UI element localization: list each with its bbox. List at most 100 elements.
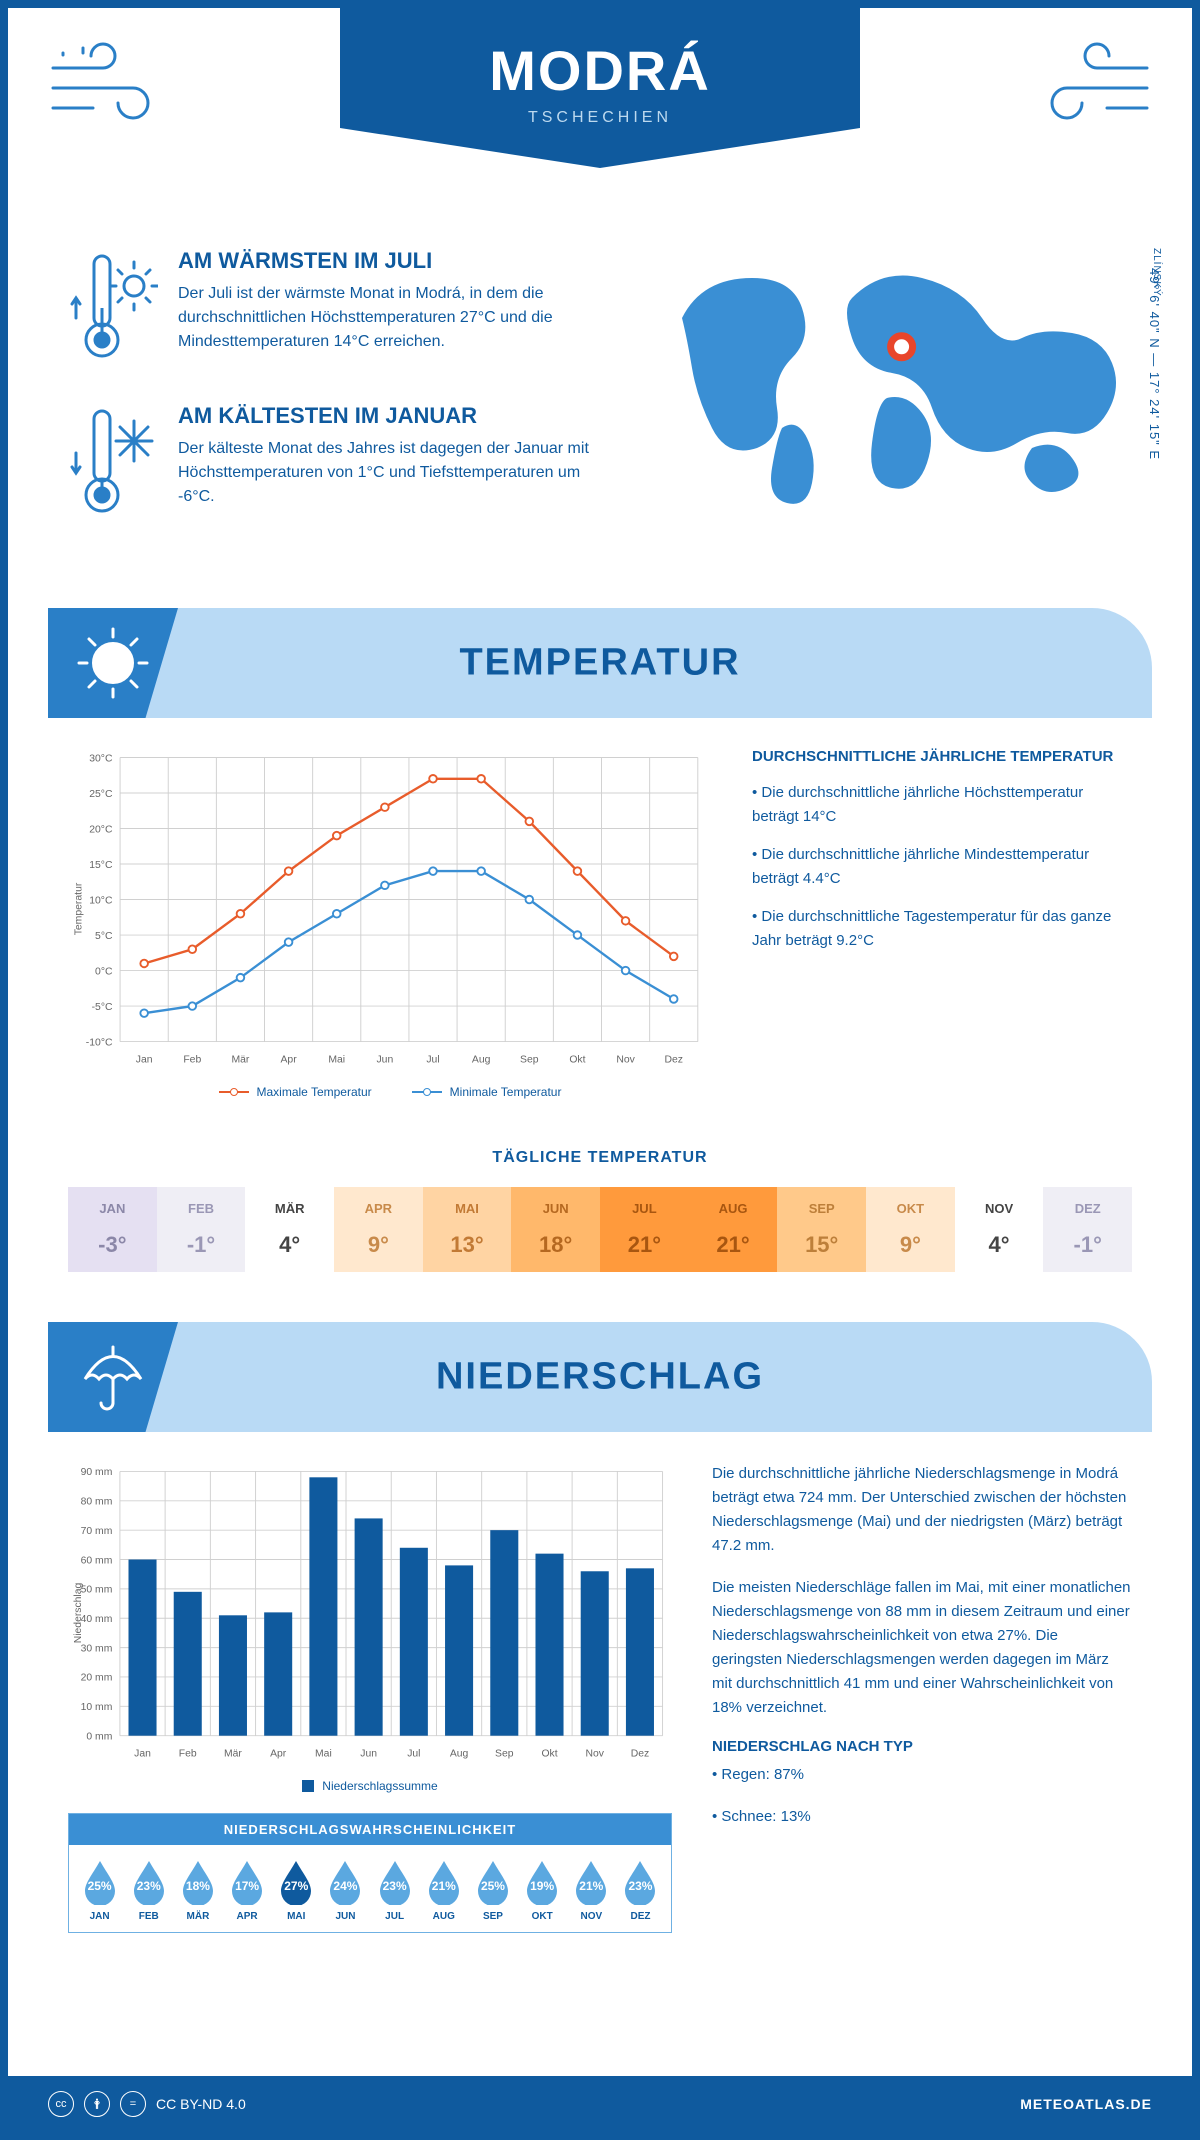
svg-text:25°C: 25°C <box>89 789 113 800</box>
probability-cell: 21% AUG <box>421 1859 466 1922</box>
probability-value: 23% <box>383 1879 407 1893</box>
daily-cell: MÄR4° <box>245 1187 334 1272</box>
intro-text-col: AM WÄRMSTEN IM JULI Der Juli ist der wär… <box>68 248 612 558</box>
coldest-text: AM KÄLTESTEN IM JANUAR Der kälteste Mona… <box>178 403 612 528</box>
city-title: MODRÁ <box>340 38 860 103</box>
by-icon: 🛉 <box>84 2091 110 2117</box>
svg-text:Nov: Nov <box>586 1748 605 1759</box>
header: MODRÁ TSCHECHIEN <box>8 8 1192 208</box>
probability-month: MÄR <box>175 1911 220 1922</box>
cc-icon: cc <box>48 2091 74 2117</box>
intro-section: AM WÄRMSTEN IM JULI Der Juli ist der wär… <box>8 208 1192 588</box>
coldest-title: AM KÄLTESTEN IM JANUAR <box>178 403 612 429</box>
probability-month: NOV <box>569 1911 614 1922</box>
daily-month: JAN <box>68 1201 157 1216</box>
probability-value: 21% <box>579 1879 603 1893</box>
daily-temp-grid: JAN-3°FEB-1°MÄR4°APR9°MAI13°JUN18°JUL21°… <box>68 1187 1132 1272</box>
nd-icon: = <box>120 2091 146 2117</box>
precipitation-title: NIEDERSCHLAG <box>436 1356 764 1399</box>
svg-text:Okt: Okt <box>569 1054 585 1065</box>
wind-icon <box>48 38 178 133</box>
probability-value: 23% <box>137 1879 161 1893</box>
coldest-desc: Der kälteste Monat des Jahres ist dagege… <box>178 437 612 509</box>
precip-type-snow: • Schnee: 13% <box>712 1805 1132 1829</box>
temperature-title: TEMPERATUR <box>459 642 740 685</box>
daily-cell: APR 9° <box>334 1187 423 1272</box>
temperature-chart: -10°C-5°C0°C5°C10°C15°C20°C25°C30°CJanFe… <box>68 748 712 1099</box>
daily-value: -3° <box>68 1232 157 1258</box>
svg-text:Temperatur: Temperatur <box>73 882 84 935</box>
probability-cell: 25% SEP <box>470 1859 515 1922</box>
svg-text:Sep: Sep <box>520 1054 539 1065</box>
precip-p2: Die meisten Niederschläge fallen im Mai,… <box>712 1576 1132 1720</box>
svg-text:Feb: Feb <box>183 1054 201 1065</box>
svg-text:Aug: Aug <box>472 1054 491 1065</box>
location-marker-icon <box>891 336 913 358</box>
probability-value: 25% <box>481 1879 505 1893</box>
precipitation-body: 0 mm10 mm20 mm30 mm40 mm50 mm60 mm70 mm8… <box>8 1432 1192 1953</box>
precip-type-rain: • Regen: 87% <box>712 1763 1132 1787</box>
daily-cell: JUN18° <box>511 1187 600 1272</box>
probability-month: DEZ <box>618 1911 663 1922</box>
probability-cell: 21% NOV <box>569 1859 614 1922</box>
daily-cell: JAN -3° <box>68 1187 157 1272</box>
raindrop-icon: 18% <box>180 1859 216 1905</box>
probability-cell: 23% DEZ <box>618 1859 663 1922</box>
legend-precip: Niederschlagssumme <box>302 1779 437 1793</box>
map-col: ZLÍNSKÝ 49° 6' 40" N — 17° 24' 15" E <box>652 248 1132 558</box>
probability-title: NIEDERSCHLAGSWAHRSCHEINLICHKEIT <box>69 1814 671 1845</box>
precipitation-header: NIEDERSCHLAG <box>48 1322 1152 1432</box>
daily-value: 21° <box>689 1232 778 1258</box>
raindrop-icon: 21% <box>573 1859 609 1905</box>
raindrop-icon: 27% <box>278 1859 314 1905</box>
temp-info-title: DURCHSCHNITTLICHE JÄHRLICHE TEMPERATUR <box>752 748 1132 765</box>
temp-info-b3: • Die durchschnittliche Tagestemperatur … <box>752 905 1132 953</box>
daily-value: 21° <box>600 1232 689 1258</box>
temperature-legend: Maximale Temperatur Minimale Temperatur <box>68 1085 712 1099</box>
daily-value: -1° <box>1043 1232 1132 1258</box>
probability-value: 21% <box>432 1879 456 1893</box>
svg-text:20°C: 20°C <box>89 824 113 835</box>
warmest-block: AM WÄRMSTEN IM JULI Der Juli ist der wär… <box>68 248 612 373</box>
svg-text:15°C: 15°C <box>89 860 113 871</box>
probability-month: OKT <box>520 1911 565 1922</box>
svg-text:Niederschlag: Niederschlag <box>73 1582 84 1643</box>
svg-text:0°C: 0°C <box>95 966 113 977</box>
probability-month: AUG <box>421 1911 466 1922</box>
probability-month: SEP <box>470 1911 515 1922</box>
coords-label: 49° 6' 40" N — 17° 24' 15" E <box>1147 268 1162 460</box>
precip-left-col: 0 mm10 mm20 mm30 mm40 mm50 mm60 mm70 mm8… <box>68 1462 672 1933</box>
probability-value: 17% <box>235 1879 259 1893</box>
probability-value: 18% <box>186 1879 210 1893</box>
probability-cell: 24%JUN <box>323 1859 368 1922</box>
warmest-title: AM WÄRMSTEN IM JULI <box>178 248 612 274</box>
daily-cell: NOV4° <box>955 1187 1044 1272</box>
probability-value: 23% <box>628 1879 652 1893</box>
svg-text:50 mm: 50 mm <box>81 1585 113 1596</box>
probability-box: NIEDERSCHLAGSWAHRSCHEINLICHKEIT 25%JAN23… <box>68 1813 672 1933</box>
svg-text:Apr: Apr <box>280 1054 297 1065</box>
svg-text:Feb: Feb <box>179 1748 197 1759</box>
svg-text:Jul: Jul <box>407 1748 420 1759</box>
thermometer-hot-icon <box>68 248 158 373</box>
svg-text:5°C: 5°C <box>95 931 113 942</box>
daily-month: APR <box>334 1201 423 1216</box>
daily-value: 9° <box>334 1232 423 1258</box>
license-block: cc 🛉 = CC BY-ND 4.0 <box>48 2091 246 2117</box>
raindrop-icon: 24% <box>327 1859 363 1905</box>
probability-value: 25% <box>88 1879 112 1893</box>
svg-text:Jan: Jan <box>134 1748 151 1759</box>
svg-text:Jul: Jul <box>426 1054 439 1065</box>
world-map-icon <box>652 248 1132 508</box>
daily-cell: JUL21° <box>600 1187 689 1272</box>
probability-cell: 27%MAI <box>274 1859 319 1922</box>
daily-cell: DEZ-1° <box>1043 1187 1132 1272</box>
daily-month: MÄR <box>245 1201 334 1216</box>
site-label: METEOATLAS.DE <box>1020 2096 1152 2112</box>
precip-type-title: NIEDERSCHLAG NACH TYP <box>712 1738 1132 1755</box>
probability-cell: 25%JAN <box>77 1859 122 1922</box>
coldest-block: AM KÄLTESTEN IM JANUAR Der kälteste Mona… <box>68 403 612 528</box>
probability-cell: 23%FEB <box>126 1859 171 1922</box>
svg-text:-5°C: -5°C <box>92 1002 113 1013</box>
svg-text:Jun: Jun <box>376 1054 393 1065</box>
